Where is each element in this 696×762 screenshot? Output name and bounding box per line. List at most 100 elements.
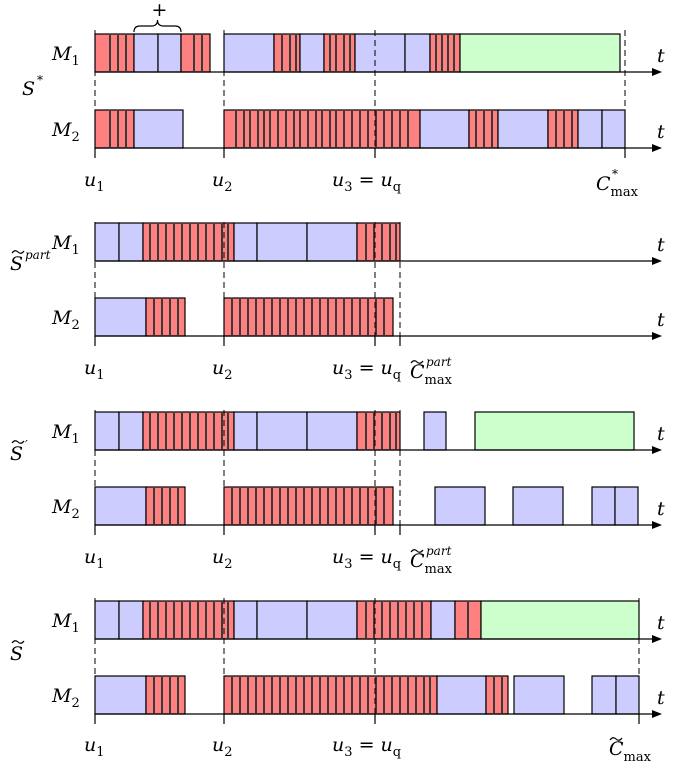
job-block-red	[356, 600, 432, 640]
schedule-label: S	[10, 640, 25, 665]
machine-label: M2	[51, 307, 80, 333]
job-block-blue	[306, 600, 358, 640]
axis-arrow-icon	[652, 257, 662, 265]
schedule-label: S *	[22, 73, 43, 100]
brace-symbol: +	[152, 0, 168, 21]
job-block-blue	[513, 675, 565, 715]
axis-label-t: t	[657, 121, 665, 143]
makespan-sup: part	[426, 544, 452, 558]
job-block-blue	[94, 486, 147, 526]
job-block-blue	[94, 675, 147, 715]
job-block-red	[223, 486, 394, 526]
job-block-blue	[591, 675, 617, 715]
makespan-text: Cmax	[410, 550, 453, 577]
makespan-text: Cmax	[410, 361, 453, 388]
job-block-blue	[354, 33, 406, 73]
makespan-text: Cmax	[609, 738, 652, 762]
job-block-red	[485, 675, 509, 715]
job-block-blue	[615, 675, 640, 715]
time-label-u2: u2	[212, 357, 233, 383]
machine-label: M2	[51, 119, 80, 145]
axis-label-t: t	[657, 45, 665, 67]
job-block-red	[356, 411, 401, 451]
job-block-blue	[94, 297, 147, 337]
schedule-name: S	[22, 78, 35, 100]
job-block-blue	[94, 600, 120, 640]
job-block-red	[94, 33, 135, 73]
job-block-blue	[404, 33, 431, 73]
axis-arrow-icon	[652, 144, 662, 152]
time-label-u1: u1	[84, 546, 105, 572]
machine-row: t M1	[51, 33, 665, 76]
time-label-u2: u2	[212, 546, 233, 572]
job-block-blue	[256, 600, 308, 640]
job-block-blue	[157, 33, 182, 73]
axis-arrow-icon	[652, 521, 662, 529]
machine-label: M2	[51, 685, 80, 711]
machine-label: M1	[51, 232, 80, 258]
job-block-blue	[436, 675, 487, 715]
job-block-blue	[434, 486, 486, 526]
schedule-name: S	[10, 443, 23, 465]
axis-arrow-icon	[652, 710, 662, 718]
job-block-green	[459, 33, 621, 73]
machine-row: t M2	[51, 297, 665, 340]
job-block-blue	[94, 411, 120, 451]
tilde-mark	[11, 440, 25, 444]
job-block-green	[480, 600, 640, 640]
job-block-blue	[256, 222, 308, 262]
schedule-name: S	[10, 643, 23, 665]
job-block-blue	[233, 411, 258, 451]
job-block-blue	[423, 411, 447, 451]
job-block-blue	[233, 222, 258, 262]
machine-row: t M2	[51, 486, 665, 529]
time-label-u1: u1	[84, 169, 105, 195]
axis-arrow-icon	[652, 635, 662, 643]
axis-arrow-icon	[652, 68, 662, 76]
job-block-red	[145, 486, 186, 526]
group-brace	[133, 19, 182, 33]
job-block-green	[474, 411, 635, 451]
tilde-mark	[11, 640, 25, 644]
makespan-sup: part	[426, 355, 452, 369]
time-label-u2: u2	[212, 169, 233, 195]
job-block-blue	[306, 222, 358, 262]
job-block-blue	[419, 109, 470, 149]
job-block-blue	[614, 486, 639, 526]
machine-label: M1	[51, 610, 80, 636]
job-block-red	[429, 33, 461, 73]
machine-row: t M1	[51, 222, 665, 265]
job-block-red	[145, 297, 186, 337]
tilde-mark	[609, 737, 623, 741]
machine-row: t M1	[51, 411, 665, 454]
job-block-blue	[577, 109, 603, 149]
time-label-u3-uq: u3 = uq	[332, 734, 401, 760]
time-label-u3-uq: u3 = uq	[332, 357, 401, 383]
job-block-red	[145, 675, 186, 715]
axis-label-t: t	[657, 234, 665, 256]
job-block-blue	[233, 600, 258, 640]
schedule-name: S	[10, 253, 23, 275]
job-block-blue	[94, 222, 120, 262]
job-block-blue	[601, 109, 626, 149]
machine-row: t M2	[51, 109, 665, 152]
job-block-red	[142, 411, 235, 451]
axis-label-t: t	[657, 309, 665, 331]
job-block-blue	[256, 411, 308, 451]
tilde-mark	[11, 250, 25, 254]
schedule-sup: part	[25, 248, 51, 262]
job-block-red	[223, 297, 394, 337]
time-label-u1: u1	[84, 734, 105, 760]
time-label-u3-uq: u3 = uq	[332, 169, 401, 195]
axis-arrow-icon	[652, 446, 662, 454]
job-block-blue	[118, 600, 144, 640]
job-block-blue	[497, 109, 549, 149]
job-block-blue	[591, 486, 616, 526]
machine-row: t M1	[51, 600, 665, 643]
job-block-red	[142, 600, 235, 640]
